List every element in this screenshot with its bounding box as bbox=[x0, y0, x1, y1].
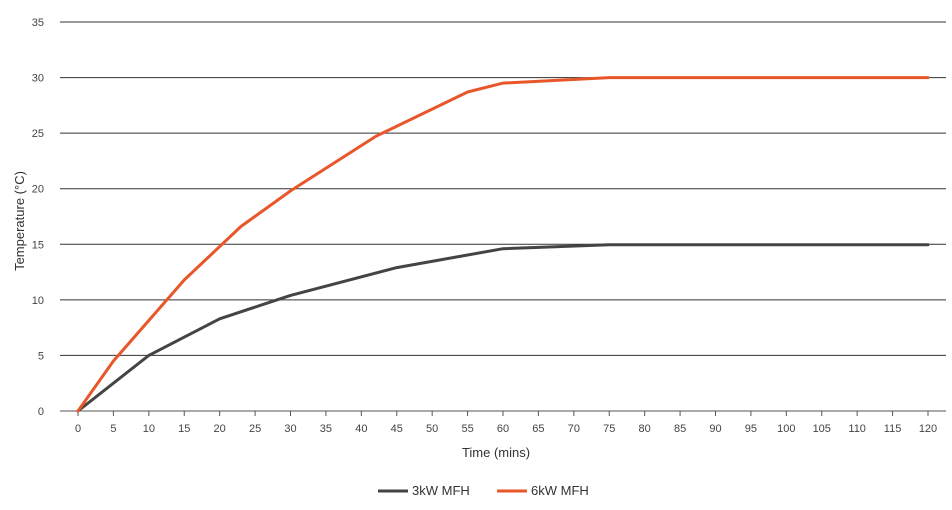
y-tick-label: 10 bbox=[32, 295, 44, 307]
y-axis-ticks: 0 5 10 15 20 25 30 35 bbox=[32, 17, 44, 418]
x-tick-label: 100 bbox=[777, 423, 795, 435]
x-tick-label: 30 bbox=[284, 423, 296, 435]
legend-label-3kw-mfh: 3kW MFH bbox=[412, 483, 470, 498]
x-tick-label: 20 bbox=[214, 423, 226, 435]
x-tick-label: 10 bbox=[143, 423, 155, 435]
x-axis-ticks: 0 5 10 15 20 25 30 35 40 45 50 55 60 65 70 75 80 85 90 95 10… bbox=[75, 411, 937, 435]
series-line-3kw-mfh bbox=[76, 243, 930, 413]
x-tick-label: 85 bbox=[674, 423, 686, 435]
x-tick-label: 75 bbox=[603, 423, 615, 435]
x-axis-title: Time (mins) bbox=[462, 445, 530, 460]
x-tick-label: 40 bbox=[355, 423, 367, 435]
x-tick-label: 55 bbox=[461, 423, 473, 435]
series-lines bbox=[76, 76, 930, 413]
x-tick-label: 80 bbox=[639, 423, 651, 435]
y-tick-label: 5 bbox=[38, 350, 44, 362]
x-tick-label: 25 bbox=[249, 423, 261, 435]
gridlines bbox=[60, 21, 946, 412]
x-tick-label: 110 bbox=[848, 423, 866, 435]
y-tick-label: 0 bbox=[38, 406, 44, 418]
x-tick-label: 50 bbox=[426, 423, 438, 435]
y-tick-label: 20 bbox=[32, 184, 44, 196]
y-tick-label: 30 bbox=[32, 73, 44, 85]
y-tick-label: 35 bbox=[32, 17, 44, 29]
x-tick-label: 120 bbox=[919, 423, 937, 435]
legend-label-6kw-mfh: 6kW MFH bbox=[531, 483, 589, 498]
x-tick-label: 95 bbox=[745, 423, 757, 435]
legend: 3kW MFH 6kW MFH bbox=[378, 483, 589, 498]
x-tick-label: 105 bbox=[813, 423, 831, 435]
x-tick-label: 115 bbox=[884, 423, 902, 435]
x-tick-label: 70 bbox=[568, 423, 580, 435]
y-tick-label: 25 bbox=[32, 128, 44, 140]
x-tick-label: 35 bbox=[320, 423, 332, 435]
x-tick-label: 0 bbox=[75, 423, 81, 435]
x-tick-label: 65 bbox=[532, 423, 544, 435]
x-tick-label: 5 bbox=[110, 423, 116, 435]
x-tick-label: 15 bbox=[178, 423, 190, 435]
series-line-6kw-mfh bbox=[76, 76, 930, 413]
x-tick-label: 60 bbox=[497, 423, 509, 435]
x-tick-label: 45 bbox=[391, 423, 403, 435]
y-axis-title: Temperature (°C) bbox=[12, 171, 27, 271]
x-tick-label: 90 bbox=[709, 423, 721, 435]
y-tick-label: 15 bbox=[32, 239, 44, 251]
